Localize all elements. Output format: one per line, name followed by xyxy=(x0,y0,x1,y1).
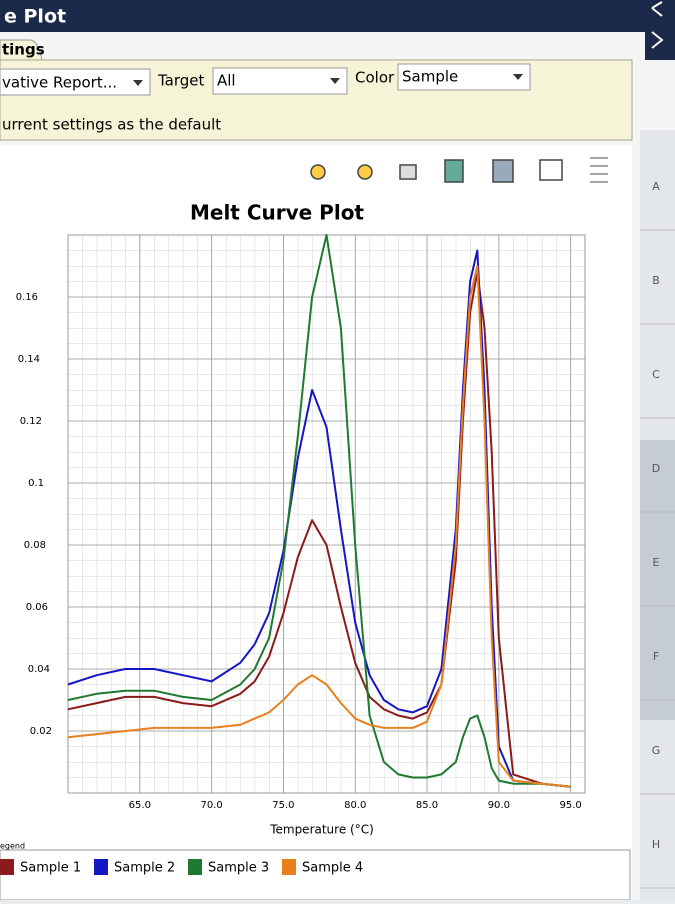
export[interactable] xyxy=(444,159,464,183)
x-tick-label: 85.0 xyxy=(416,800,438,811)
plot-settings[interactable] xyxy=(539,159,563,181)
row-label: B xyxy=(652,274,660,287)
target-dropdown[interactable] xyxy=(212,67,348,95)
x-axis-label: Temperature (°C) xyxy=(269,823,374,837)
melt-curve xyxy=(67,271,571,788)
default-settings[interactable]: urrent settings as the default xyxy=(2,116,221,134)
y-tick-label: 0.16 xyxy=(16,292,38,303)
row-label: C xyxy=(652,368,660,381)
toolbar xyxy=(310,157,608,183)
plot-area xyxy=(67,234,586,794)
y-tick-label: 0.04 xyxy=(28,664,50,675)
print[interactable] xyxy=(399,164,417,180)
dropdown-arrow xyxy=(513,74,523,80)
legend-swatch xyxy=(282,859,296,875)
y-tick-label: 0.06 xyxy=(26,602,48,613)
save[interactable] xyxy=(492,159,514,183)
color-label: Color xyxy=(355,69,395,87)
nav-arrows xyxy=(651,1,664,49)
title-bar xyxy=(0,0,645,32)
y-tick-label: 0.12 xyxy=(20,416,42,427)
x-tick-label: 90.0 xyxy=(488,800,510,811)
chart-title: Melt Curve Plot xyxy=(190,201,364,225)
x-tick-label: 95.0 xyxy=(560,800,582,811)
zoom-in[interactable] xyxy=(310,164,326,180)
legend-toggle[interactable] xyxy=(590,157,608,183)
legend-label: Sample 3 xyxy=(208,861,269,876)
legend-label: Sample 2 xyxy=(114,861,175,876)
legend-label: Sample 4 xyxy=(302,861,363,876)
legend-swatch xyxy=(94,859,108,875)
row-label: E xyxy=(653,556,660,569)
y-tick-label: 0.02 xyxy=(30,726,52,737)
row-label: G xyxy=(652,744,661,757)
zoom-out[interactable] xyxy=(357,164,373,180)
legend-label: Sample 1 xyxy=(20,861,81,876)
legend-caption: egend xyxy=(0,842,25,851)
dropdown-arrow xyxy=(133,80,143,86)
x-tick-label: 75.0 xyxy=(272,800,294,811)
legend-swatch xyxy=(0,859,14,875)
row-label: D xyxy=(652,462,660,475)
nav-strip[interactable] xyxy=(645,0,675,60)
color-value: Sample xyxy=(402,68,458,86)
color-dropdown[interactable] xyxy=(397,63,531,91)
melt-curve xyxy=(67,249,571,788)
x-tick-label: 70.0 xyxy=(200,800,222,811)
report-dropdown[interactable] xyxy=(0,68,151,96)
target-value: All xyxy=(217,72,236,90)
report-value: vative Report... xyxy=(2,74,117,92)
row-label: A xyxy=(652,180,660,193)
melt-curve xyxy=(67,234,571,788)
y-tick-label: 0.1 xyxy=(28,478,44,489)
x-tick-label: 80.0 xyxy=(344,800,366,811)
x-tick-label: 65.0 xyxy=(129,800,151,811)
dropdown-arrow xyxy=(330,78,340,84)
y-tick-label: 0.14 xyxy=(18,354,40,365)
tab-label: tings xyxy=(2,41,45,59)
y-tick-label: 0.08 xyxy=(24,540,46,551)
row-label: F xyxy=(653,650,659,663)
row-label: H xyxy=(652,838,660,851)
target-label: Target xyxy=(157,72,205,90)
melt-curve xyxy=(67,265,571,788)
side-selection xyxy=(640,440,675,720)
window-title: e Plot xyxy=(4,6,66,28)
legend-swatch xyxy=(188,859,202,875)
